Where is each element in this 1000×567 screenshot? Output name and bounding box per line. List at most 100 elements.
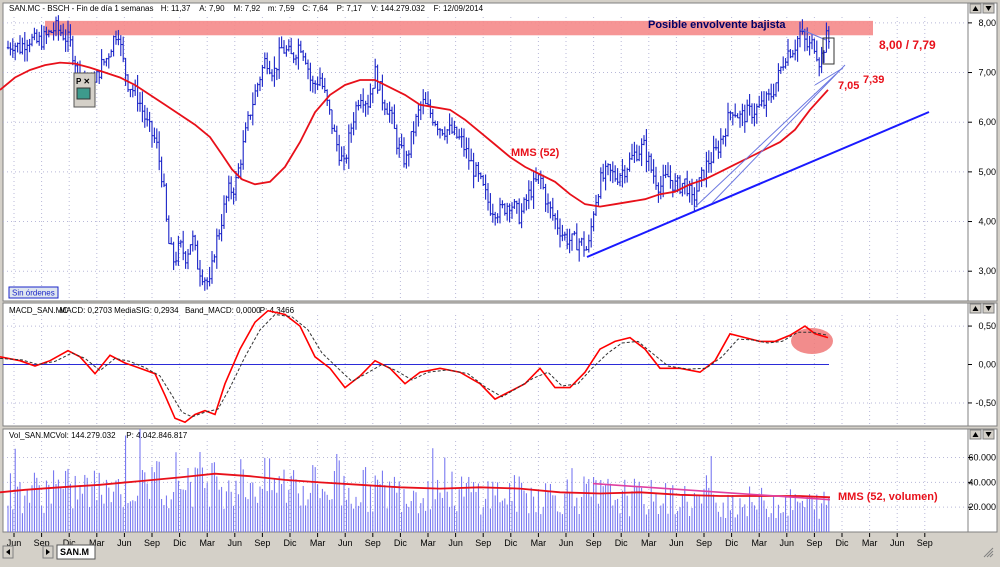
header-field: MediaSIG: 0,2934 [114, 306, 179, 315]
volume-sma52-line [0, 472, 831, 499]
y-tick-label: 0,00 [978, 360, 996, 370]
header-field: P: 4,3466 [260, 306, 295, 315]
y-tick-label: 4,00 [978, 217, 996, 227]
macd-lines [0, 309, 829, 424]
header-field: F: 12/09/2014 [434, 4, 484, 13]
y-tick-label: 60.000 [968, 453, 996, 463]
no-orders-label: Sin órdenes [12, 289, 55, 298]
x-tick-label: Dic [504, 538, 517, 548]
price-y-axis: 8,00 7,00 6,00 5,00 4,00 3,00 [968, 18, 996, 276]
y-tick-label: 0,50 [978, 321, 996, 331]
x-tick-label: Jun [890, 538, 905, 548]
symbol-tab[interactable]: SAN.M [56, 544, 96, 560]
y-tick-label: 6,00 [978, 117, 996, 127]
macd-scroll-up-button[interactable] [969, 303, 982, 314]
x-tick-label: Jun [448, 538, 463, 548]
no-orders-button[interactable]: Sin órdenes [8, 286, 59, 299]
x-tick-label: Mar [531, 538, 547, 548]
macd-highlight-ellipse [791, 328, 833, 354]
x-tick-label: Dic [615, 538, 628, 548]
price-scroll-up-button[interactable] [969, 3, 982, 14]
time-axis-bar [3, 533, 997, 559]
volume-scroll-up-button[interactable] [969, 429, 982, 440]
y-tick-label: 7,00 [978, 68, 996, 78]
header-field: P: 7,17 [337, 4, 363, 13]
resistance-zone [45, 20, 873, 36]
x-tick-label: Jun [559, 538, 574, 548]
header-field: A: 7,90 [199, 4, 225, 13]
short-term-support-line-2 [711, 64, 846, 204]
x-tick-label: Mar [420, 538, 436, 548]
x-tick-label: Dic [394, 538, 407, 548]
x-tick-label: Dic [173, 538, 186, 548]
volume-header: Vol_SAN.MC Vol: 144.279.032 P: 4.042.846.8… [9, 431, 188, 440]
x-tick-label: Mar [199, 538, 215, 548]
pattern-annotation: Posible envolvente bajista [648, 19, 786, 31]
x-tick-label: Sep [254, 538, 270, 548]
short-term-support-line [693, 73, 837, 209]
x-tick-label: Mar [751, 538, 767, 548]
pattern-guide-line [814, 67, 844, 86]
tab-scroll-right-button[interactable] [42, 545, 54, 559]
x-tick-label: Jun [780, 538, 795, 548]
x-tick-label: Sep [696, 538, 712, 548]
header-field: P: 4.042.846.817 [126, 431, 187, 440]
volume-y-axis: 60.000 40.000 20.000 [968, 453, 996, 512]
volume-sma-annotation: MMS (52, volumen) [838, 491, 938, 503]
header-field: M: 7,92 [234, 4, 261, 13]
support-annotation-right: 7,39 [863, 74, 884, 86]
overlay-close-label[interactable]: P ✕ [76, 77, 90, 86]
y-tick-label: 20.000 [968, 502, 996, 512]
x-tick-label: Sep [475, 538, 491, 548]
header-field: m: 7,59 [268, 4, 295, 13]
tab-scroll-left-button[interactable] [2, 545, 14, 559]
x-tick-label: Sep [586, 538, 602, 548]
pattern-pointer-line [799, 28, 827, 41]
x-tick-label: Mar [641, 538, 657, 548]
time-axis: Jun Sep Dic Mar Jun Sep Dic Mar Jun Sep Dic Mar Jun S… [7, 533, 933, 548]
y-tick-label: 3,00 [978, 266, 996, 276]
volume-axis [967, 428, 998, 533]
y-tick-label: 8,00 [978, 18, 996, 28]
x-tick-label: Sep [806, 538, 822, 548]
x-tick-label: Jun [7, 538, 22, 548]
x-tick-label: Jun [228, 538, 243, 548]
y-tick-label: 40.000 [968, 477, 996, 487]
y-tick-label: -0,50 [975, 398, 996, 408]
window-resize-grip-icon[interactable] [982, 547, 994, 558]
x-tick-label: Jun [338, 538, 353, 548]
price-panel [2, 2, 969, 302]
header-field: V: 144.279.032 [371, 4, 426, 13]
price-header: SAN.MC - BSCH - Fin de día 1 semanas H: 1… [9, 4, 484, 13]
header-field: Vol_SAN.MC [9, 431, 56, 440]
header-field: MACD: 0,2703 [60, 306, 113, 315]
price-scroll-down-button[interactable] [982, 3, 995, 14]
header-field: H: 11,37 [161, 4, 191, 13]
x-tick-label: Jun [117, 538, 132, 548]
header-field: Vol: 144.279.032 [56, 431, 117, 440]
symbol-tab-label: SAN.M [60, 547, 89, 557]
engulfing-pattern-box [822, 37, 835, 65]
header-field: SAN.MC - BSCH - Fin de día 1 semanas [9, 4, 154, 13]
x-tick-label: Sep [34, 538, 50, 548]
x-tick-label: Mar [310, 538, 326, 548]
order-icon [76, 87, 91, 100]
sma52-annotation: MMS (52) [511, 147, 560, 159]
support-annotation-left: 7,05 [838, 80, 859, 92]
long-term-support-line [586, 111, 930, 258]
order-overlay-widget[interactable]: P ✕ [73, 72, 96, 108]
header-field: C: 7,64 [302, 4, 328, 13]
header-field: Band_MACD: 0,0000 [185, 306, 261, 315]
macd-scroll-down-button[interactable] [982, 303, 995, 314]
x-tick-label: Dic [725, 538, 738, 548]
header-field: MACD_SAN.MC [9, 306, 68, 315]
macd-axis [967, 302, 998, 427]
x-tick-label: Sep [144, 538, 160, 548]
x-tick-label: Dic [836, 538, 849, 548]
x-tick-label: Sep [917, 538, 933, 548]
volume-scroll-down-button[interactable] [982, 429, 995, 440]
x-tick-label: Dic [63, 538, 76, 548]
